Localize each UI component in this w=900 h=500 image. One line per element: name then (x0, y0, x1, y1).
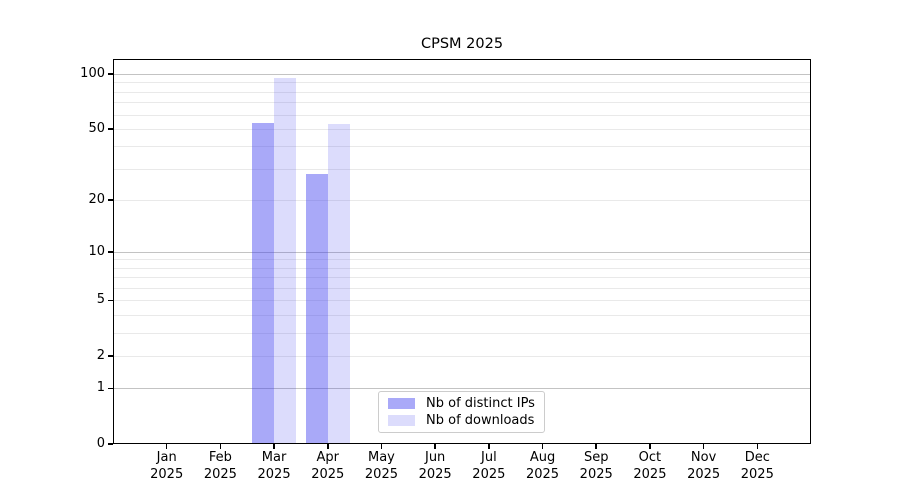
x-tick-label: Feb 2025 (203, 450, 237, 482)
y-tick-mark (108, 251, 113, 253)
x-tick-mark (595, 444, 597, 449)
major-gridline (113, 74, 811, 76)
x-tick-label: Mar 2025 (257, 450, 291, 482)
bar-downloads (274, 78, 297, 444)
minor-gridline (113, 102, 811, 104)
x-tick-mark (380, 444, 383, 449)
y-tick-label: 1 (96, 380, 105, 396)
bar-distinct-ips (252, 122, 275, 444)
minor-gridline (113, 91, 811, 93)
y-tick-mark (108, 199, 113, 201)
x-tick-label: Jul 2025 (472, 450, 506, 482)
x-tick-mark (273, 444, 275, 449)
x-tick-mark (488, 444, 490, 449)
y-tick-mark (108, 299, 113, 302)
legend-item-downloads: Nb of downloads (388, 413, 544, 428)
x-tick-mark (434, 444, 436, 449)
x-tick-label: Jan 2025 (150, 450, 184, 482)
minor-gridline (113, 114, 811, 116)
y-tick-label: 100 (80, 66, 105, 82)
x-tick-mark (219, 444, 222, 449)
minor-gridline (113, 267, 811, 269)
x-tick-label: Oct 2025 (633, 450, 667, 482)
legend-label-downloads: Nb of downloads (426, 413, 535, 428)
minor-gridline (113, 146, 811, 148)
x-tick-label: May 2025 (364, 450, 398, 482)
minor-gridline (113, 355, 811, 357)
y-tick-mark (108, 128, 113, 130)
x-tick-mark (541, 444, 544, 449)
y-tick-mark (108, 443, 113, 445)
y-tick-label: 5 (96, 292, 105, 308)
legend-swatch-distinct-ips (388, 398, 415, 409)
y-tick-label: 20 (88, 192, 105, 207)
minor-gridline (113, 259, 811, 261)
x-tick-label: Jun 2025 (418, 450, 452, 482)
minor-gridline (113, 200, 811, 201)
x-tick-label: Apr 2025 (311, 450, 345, 482)
major-gridline (113, 251, 811, 253)
legend: Nb of distinct IPs Nb of downloads (378, 391, 545, 433)
x-tick-mark (165, 444, 168, 449)
x-tick-label: Dec 2025 (740, 450, 774, 482)
legend-swatch-downloads (388, 415, 415, 426)
y-tick-mark (108, 355, 113, 357)
x-tick-label: Sep 2025 (579, 450, 613, 482)
bar-downloads (327, 124, 350, 444)
minor-gridline (113, 277, 811, 279)
legend-item-distinct-ips: Nb of distinct IPs (388, 396, 544, 411)
x-tick-mark (327, 444, 329, 449)
x-tick-label: Aug 2025 (525, 450, 560, 482)
x-tick-label: Nov 2025 (687, 450, 721, 482)
x-tick-mark (702, 444, 705, 449)
y-tick-label: 10 (88, 243, 105, 259)
chart-title: CPSM 2025 (420, 36, 504, 52)
minor-gridline (113, 300, 811, 302)
x-tick-mark (649, 444, 651, 449)
minor-gridline (113, 332, 811, 334)
minor-gridline (113, 168, 811, 170)
minor-gridline (113, 82, 811, 84)
y-tick-label: 50 (88, 120, 105, 136)
bar-distinct-ips (305, 174, 328, 444)
x-tick-mark (756, 444, 759, 449)
legend-label-distinct-ips: Nb of distinct IPs (426, 396, 535, 411)
minor-gridline (113, 315, 811, 317)
y-tick-mark (108, 73, 113, 75)
major-gridline (113, 388, 811, 390)
minor-gridline (113, 128, 811, 130)
minor-gridline (113, 288, 811, 290)
y-tick-label: 0 (96, 436, 105, 451)
y-tick-mark (108, 387, 113, 390)
y-tick-label: 2 (96, 347, 105, 363)
